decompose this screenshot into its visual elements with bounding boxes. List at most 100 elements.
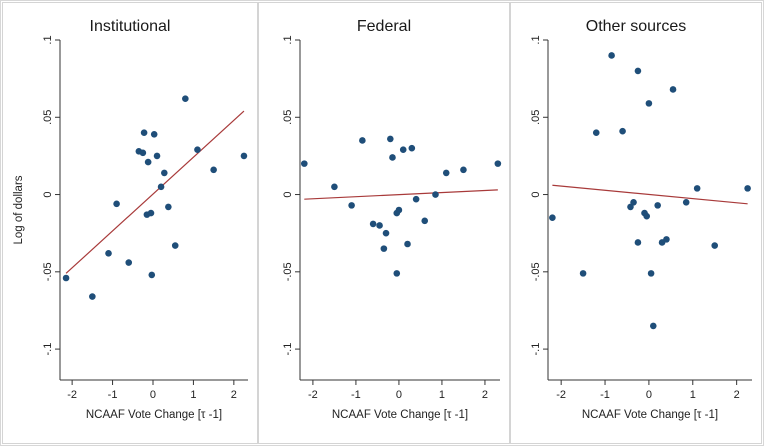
x-tick-label: -2 [556,389,566,401]
data-point [579,270,587,277]
data-point [592,129,600,137]
data-point [140,129,148,137]
x-axis-label: NCAAF Vote Change [τ -1] [332,409,468,421]
data-point [148,271,156,279]
data-point [412,195,420,203]
data-point [144,158,152,166]
panel-title: Other sources [586,18,686,35]
data-point [240,152,248,160]
y-tick-label: .1 [282,35,294,44]
data-point [139,149,147,157]
data-point [157,183,165,191]
panel-1: Institutional -.1 -.05 0 .05 .1 -2 -1 0 1 2 NCAAF V… [2,2,258,444]
data-point [608,52,615,59]
data-point [549,214,556,222]
y-tick-label: -.05 [42,262,54,281]
data-point [380,245,388,252]
y-tick-label: -.05 [530,262,542,281]
data-point [460,166,467,174]
data-point [89,293,96,300]
x-tick-label: 0 [396,389,402,401]
panel-3: Other sources -.1 -.05 0 .05 .1 -2 -1 0 1 2 NCAAF V… [510,2,762,444]
y-tick-label: -.1 [282,343,294,356]
data-point [359,137,366,144]
x-axis-label: NCAAF Vote Change [τ -1] [86,409,222,421]
y-tick-label: -.05 [282,262,294,281]
data-point [654,202,661,209]
x-tick-label: -1 [600,389,610,401]
x-tick-label: 0 [646,389,652,401]
data-point [147,209,155,217]
data-point [669,86,677,93]
y-tick-label: -.1 [530,343,542,356]
y-axis-label: Log of dollars [13,175,25,244]
panel-title: Institutional [90,18,171,35]
data-point [630,198,637,206]
x-tick-label: 1 [190,389,196,401]
x-tick-label: 1 [690,389,696,401]
data-point [62,274,70,282]
data-point [395,206,403,214]
x-tick-label: 2 [482,389,488,401]
x-tick-label: 2 [231,389,237,401]
data-point [408,144,416,152]
data-point [645,100,653,107]
data-point [389,154,396,161]
panel-title: Federal [357,18,411,35]
data-point [376,222,383,229]
y-tick-label: .05 [42,110,54,125]
fit-line [304,189,498,200]
y-tick-label: .05 [282,110,294,125]
data-point [663,236,670,243]
panel-border [2,2,258,444]
data-point [634,67,642,75]
data-point [627,203,634,211]
data-point [125,259,133,266]
fit-line [552,184,748,205]
data-point [331,183,338,191]
data-point [210,166,217,174]
data-point [404,240,411,248]
data-point [153,152,161,160]
data-point [393,270,401,277]
data-point [711,242,719,249]
x-tick-label: 0 [150,389,156,401]
x-tick-label: 1 [439,389,445,401]
data-point [382,229,390,237]
x-tick-label: -2 [308,389,318,401]
x-tick-label: -1 [108,389,118,401]
panel-border [510,2,762,444]
data-point [494,160,502,167]
y-tick-label: .1 [42,35,54,44]
x-tick-label: -1 [351,389,361,401]
data-point [399,146,407,154]
y-tick-label: .1 [530,35,542,44]
fit-line [65,110,245,274]
data-point [693,185,701,192]
data-point [432,191,439,198]
y-tick-label: .05 [530,110,542,125]
data-point [634,239,642,246]
y-tick-label: -.1 [42,343,54,356]
data-point [194,146,201,154]
data-point [682,198,690,206]
x-axis-label: NCAAF Vote Change [τ -1] [582,409,718,421]
data-point [113,200,120,208]
data-point [161,169,168,177]
data-point [165,203,172,211]
data-point [649,322,657,330]
data-point [348,202,355,209]
data-point [182,95,189,103]
data-point [619,127,626,135]
panel-border [258,2,510,444]
data-point [387,135,394,143]
x-tick-label: -2 [67,389,77,401]
y-tick-label: 0 [530,191,542,197]
y-tick-label: 0 [42,191,54,197]
data-point [171,242,179,249]
panel-2: Federal -.1 -.05 0 .05 .1 -2 -1 0 1 2 NCAAF Vote Ch… [258,2,510,444]
data-point [150,130,158,138]
data-point [643,212,651,220]
